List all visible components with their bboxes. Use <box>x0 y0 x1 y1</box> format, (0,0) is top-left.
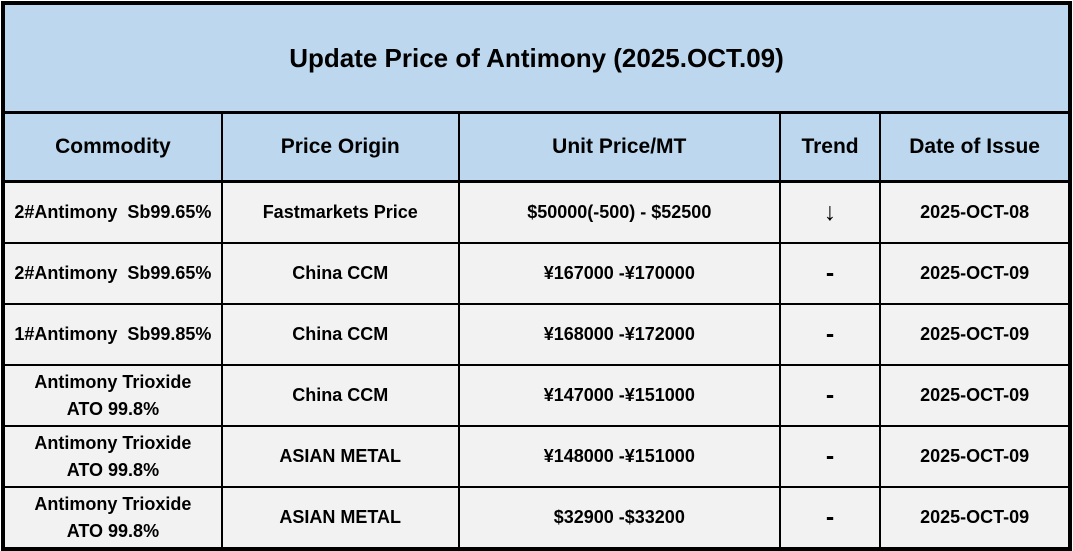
price-origin-cell: China CCM <box>220 364 460 427</box>
commodity-cell: 2#Antimony Sb99.65% <box>2 180 223 244</box>
table-row: Antimony Trioxide ATO 99.8% ASIAN METAL … <box>2 486 1071 550</box>
title-row: Update Price of Antimony (2025.OCT.09) <box>2 2 1071 114</box>
trend-cell: - <box>778 486 882 550</box>
commodity-cell: Antimony Trioxide ATO 99.8% <box>2 364 223 427</box>
date-of-issue-cell: 2025-OCT-09 <box>879 242 1071 305</box>
price-origin-cell: ASIAN METAL <box>220 486 460 550</box>
unit-price-cell: $32900 -$33200 <box>457 486 781 550</box>
trend-down-arrow-cell: ↓ <box>778 180 882 244</box>
unit-price-cell: ¥148000 -¥151000 <box>457 425 781 488</box>
trend-cell: - <box>778 425 882 488</box>
page-title: Update Price of Antimony (2025.OCT.09) <box>2 2 1071 114</box>
trend-cell: - <box>778 303 882 366</box>
date-of-issue-cell: 2025-OCT-09 <box>879 364 1071 427</box>
price-origin-cell: Fastmarkets Price <box>220 180 460 244</box>
commodity-cell: 2#Antimony Sb99.65% <box>2 242 223 305</box>
table-row: 2#Antimony Sb99.65% Fastmarkets Price $5… <box>2 180 1071 244</box>
price-origin-cell: ASIAN METAL <box>220 425 460 488</box>
date-of-issue-cell: 2025-OCT-08 <box>879 180 1071 244</box>
column-header-date-of-issue: Date of Issue <box>879 111 1071 183</box>
column-header-trend: Trend <box>778 111 882 183</box>
commodity-cell: 1#Antimony Sb99.85% <box>2 303 223 366</box>
price-origin-cell: China CCM <box>220 303 460 366</box>
price-origin-cell: China CCM <box>220 242 460 305</box>
table-row: 1#Antimony Sb99.85% China CCM ¥168000 -¥… <box>2 303 1071 366</box>
date-of-issue-cell: 2025-OCT-09 <box>879 425 1071 488</box>
column-header-unit-price: Unit Price/MT <box>457 111 781 183</box>
trend-cell: - <box>778 364 882 427</box>
column-header-price-origin: Price Origin <box>220 111 460 183</box>
table-row: Antimony Trioxide ATO 99.8% China CCM ¥1… <box>2 364 1071 427</box>
unit-price-cell: ¥167000 -¥170000 <box>457 242 781 305</box>
unit-price-cell: ¥147000 -¥151000 <box>457 364 781 427</box>
unit-price-cell: $50000(-500) - $52500 <box>457 180 781 244</box>
unit-price-cell: ¥168000 -¥172000 <box>457 303 781 366</box>
date-of-issue-cell: 2025-OCT-09 <box>879 486 1071 550</box>
table-row: Antimony Trioxide ATO 99.8% ASIAN METAL … <box>2 425 1071 488</box>
trend-cell: - <box>778 242 882 305</box>
commodity-cell: Antimony Trioxide ATO 99.8% <box>2 486 223 550</box>
column-header-row: Commodity Price Origin Unit Price/MT Tre… <box>2 111 1071 183</box>
column-header-commodity: Commodity <box>2 111 223 183</box>
table-row: 2#Antimony Sb99.65% China CCM ¥167000 -¥… <box>2 242 1071 305</box>
date-of-issue-cell: 2025-OCT-09 <box>879 303 1071 366</box>
commodity-cell: Antimony Trioxide ATO 99.8% <box>2 425 223 488</box>
